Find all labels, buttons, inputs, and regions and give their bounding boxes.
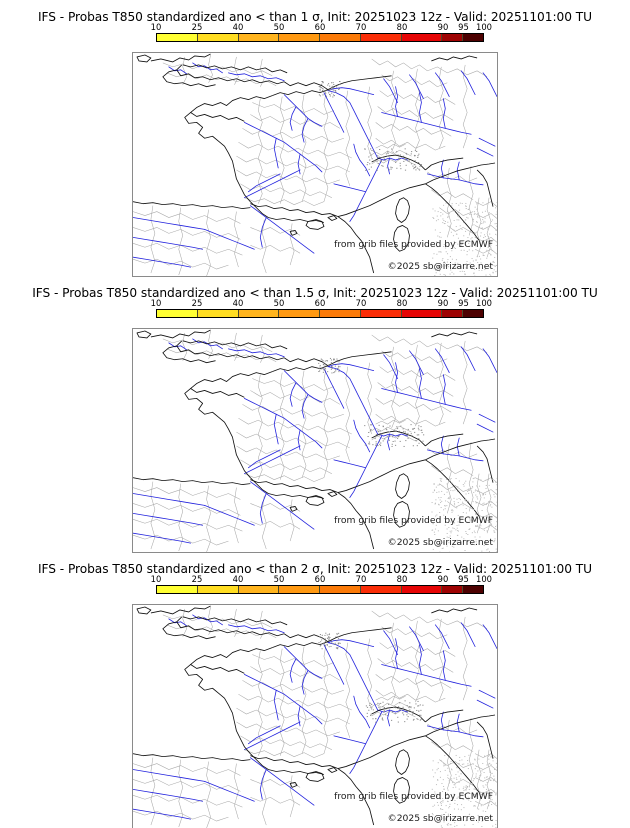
colorbar-segment-7: [442, 34, 462, 41]
colorbar-ticks-3: 10 25 40 50 60 70 80 90 95 100: [156, 574, 484, 585]
colorbar-ticks-1: 10 25 40 50 60 70 80 90 95 100: [156, 22, 484, 33]
colorbar-tick-25: 25: [192, 298, 203, 308]
colorbar-segment-4: [320, 34, 361, 41]
map-graphic-3: [133, 605, 497, 828]
colorbar-tick-70: 70: [356, 298, 367, 308]
colorbar-segment-8: [463, 310, 483, 317]
colorbar-bar-1: [156, 33, 484, 42]
colorbar-tick-10: 10: [151, 574, 162, 584]
colorbar-segment-3: [279, 34, 320, 41]
colorbar-tick-70: 70: [356, 574, 367, 584]
colorbar-segment-2: [239, 586, 280, 593]
colorbar-tick-90: 90: [438, 298, 449, 308]
colorbar-segment-8: [463, 586, 483, 593]
colorbar-tick-60: 60: [315, 22, 326, 32]
forecast-panel-1: IFS - Probas T850 standardized ano < tha…: [0, 0, 630, 276]
colorbar-segment-0: [157, 586, 198, 593]
colorbar-tick-10: 10: [151, 298, 162, 308]
colorbar-tick-25: 25: [192, 22, 203, 32]
colorbar-tick-100: 100: [476, 574, 492, 584]
colorbar-tick-90: 90: [438, 22, 449, 32]
colorbar-segment-2: [239, 310, 280, 317]
colorbar-3: 10 25 40 50 60 70 80 90 95 100: [156, 574, 484, 594]
colorbar-tick-40: 40: [233, 298, 244, 308]
forecast-panel-2: IFS - Probas T850 standardized ano < tha…: [0, 276, 630, 552]
map-frame-1[interactable]: from grib files provided by ECMWF ©2025 …: [132, 52, 498, 277]
colorbar-tick-10: 10: [151, 22, 162, 32]
colorbar-tick-50: 50: [274, 22, 285, 32]
colorbar-segment-1: [198, 586, 239, 593]
colorbar-tick-80: 80: [397, 22, 408, 32]
colorbar-segment-4: [320, 586, 361, 593]
forecast-page: IFS - Probas T850 standardized ano < tha…: [0, 0, 630, 828]
colorbar-tick-40: 40: [233, 574, 244, 584]
colorbar-segment-6: [402, 586, 443, 593]
colorbar-segment-5: [361, 310, 402, 317]
colorbar-tick-80: 80: [397, 298, 408, 308]
forecast-panel-3: IFS - Probas T850 standardized ano < tha…: [0, 552, 630, 828]
colorbar-segment-2: [239, 34, 280, 41]
colorbar-tick-50: 50: [274, 574, 285, 584]
colorbar-tick-60: 60: [315, 298, 326, 308]
colorbar-tick-100: 100: [476, 22, 492, 32]
colorbar-segment-3: [279, 586, 320, 593]
map-graphic-2: [133, 329, 497, 552]
colorbar-segment-6: [402, 34, 443, 41]
colorbar-segment-3: [279, 310, 320, 317]
colorbar-bar-2: [156, 309, 484, 318]
map-graphic-1: [133, 53, 497, 276]
colorbar-tick-70: 70: [356, 22, 367, 32]
colorbar-bar-3: [156, 585, 484, 594]
colorbar-segment-8: [463, 34, 483, 41]
colorbar-tick-80: 80: [397, 574, 408, 584]
colorbar-1: 10 25 40 50 60 70 80 90 95 100: [156, 22, 484, 42]
colorbar-2: 10 25 40 50 60 70 80 90 95 100: [156, 298, 484, 318]
colorbar-segment-0: [157, 310, 198, 317]
colorbar-tick-90: 90: [438, 574, 449, 584]
colorbar-ticks-2: 10 25 40 50 60 70 80 90 95 100: [156, 298, 484, 309]
colorbar-segment-0: [157, 34, 198, 41]
colorbar-tick-25: 25: [192, 574, 203, 584]
colorbar-tick-95: 95: [458, 574, 469, 584]
colorbar-segment-7: [442, 586, 462, 593]
colorbar-tick-95: 95: [458, 298, 469, 308]
map-frame-3[interactable]: from grib files provided by ECMWF ©2025 …: [132, 604, 498, 828]
colorbar-segment-7: [442, 310, 462, 317]
map-frame-2[interactable]: from grib files provided by ECMWF ©2025 …: [132, 328, 498, 553]
colorbar-segment-5: [361, 34, 402, 41]
colorbar-tick-100: 100: [476, 298, 492, 308]
colorbar-tick-40: 40: [233, 22, 244, 32]
colorbar-segment-6: [402, 310, 443, 317]
colorbar-segment-4: [320, 310, 361, 317]
colorbar-tick-50: 50: [274, 298, 285, 308]
colorbar-tick-95: 95: [458, 22, 469, 32]
colorbar-segment-1: [198, 310, 239, 317]
colorbar-segment-1: [198, 34, 239, 41]
colorbar-tick-60: 60: [315, 574, 326, 584]
colorbar-segment-5: [361, 586, 402, 593]
